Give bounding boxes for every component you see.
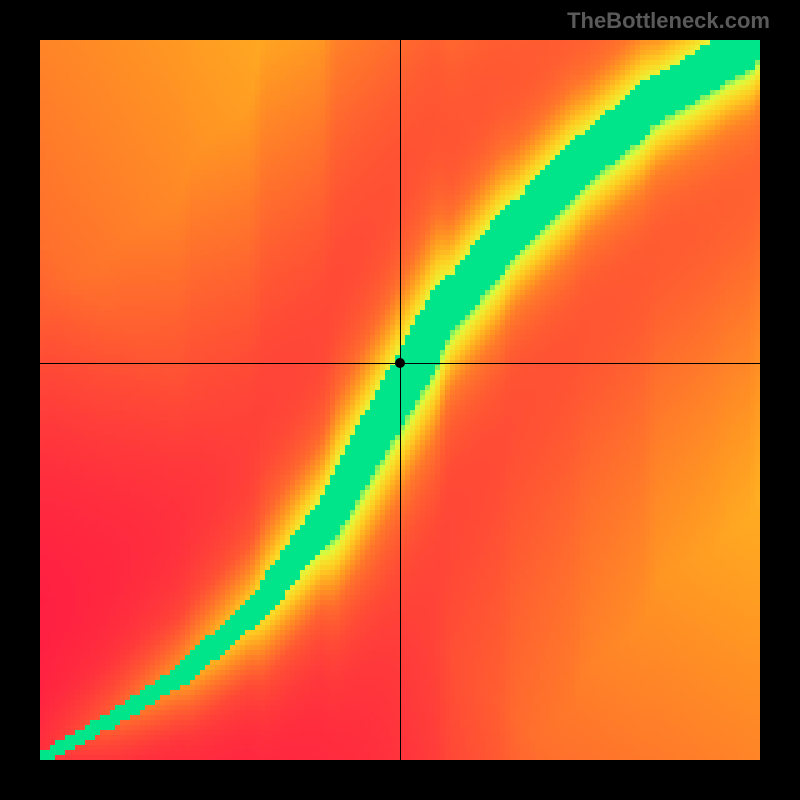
watermark-text: TheBottleneck.com xyxy=(567,8,770,34)
bottleneck-heatmap xyxy=(40,40,760,760)
crosshair-vertical xyxy=(400,40,401,760)
crosshair-marker xyxy=(395,358,405,368)
